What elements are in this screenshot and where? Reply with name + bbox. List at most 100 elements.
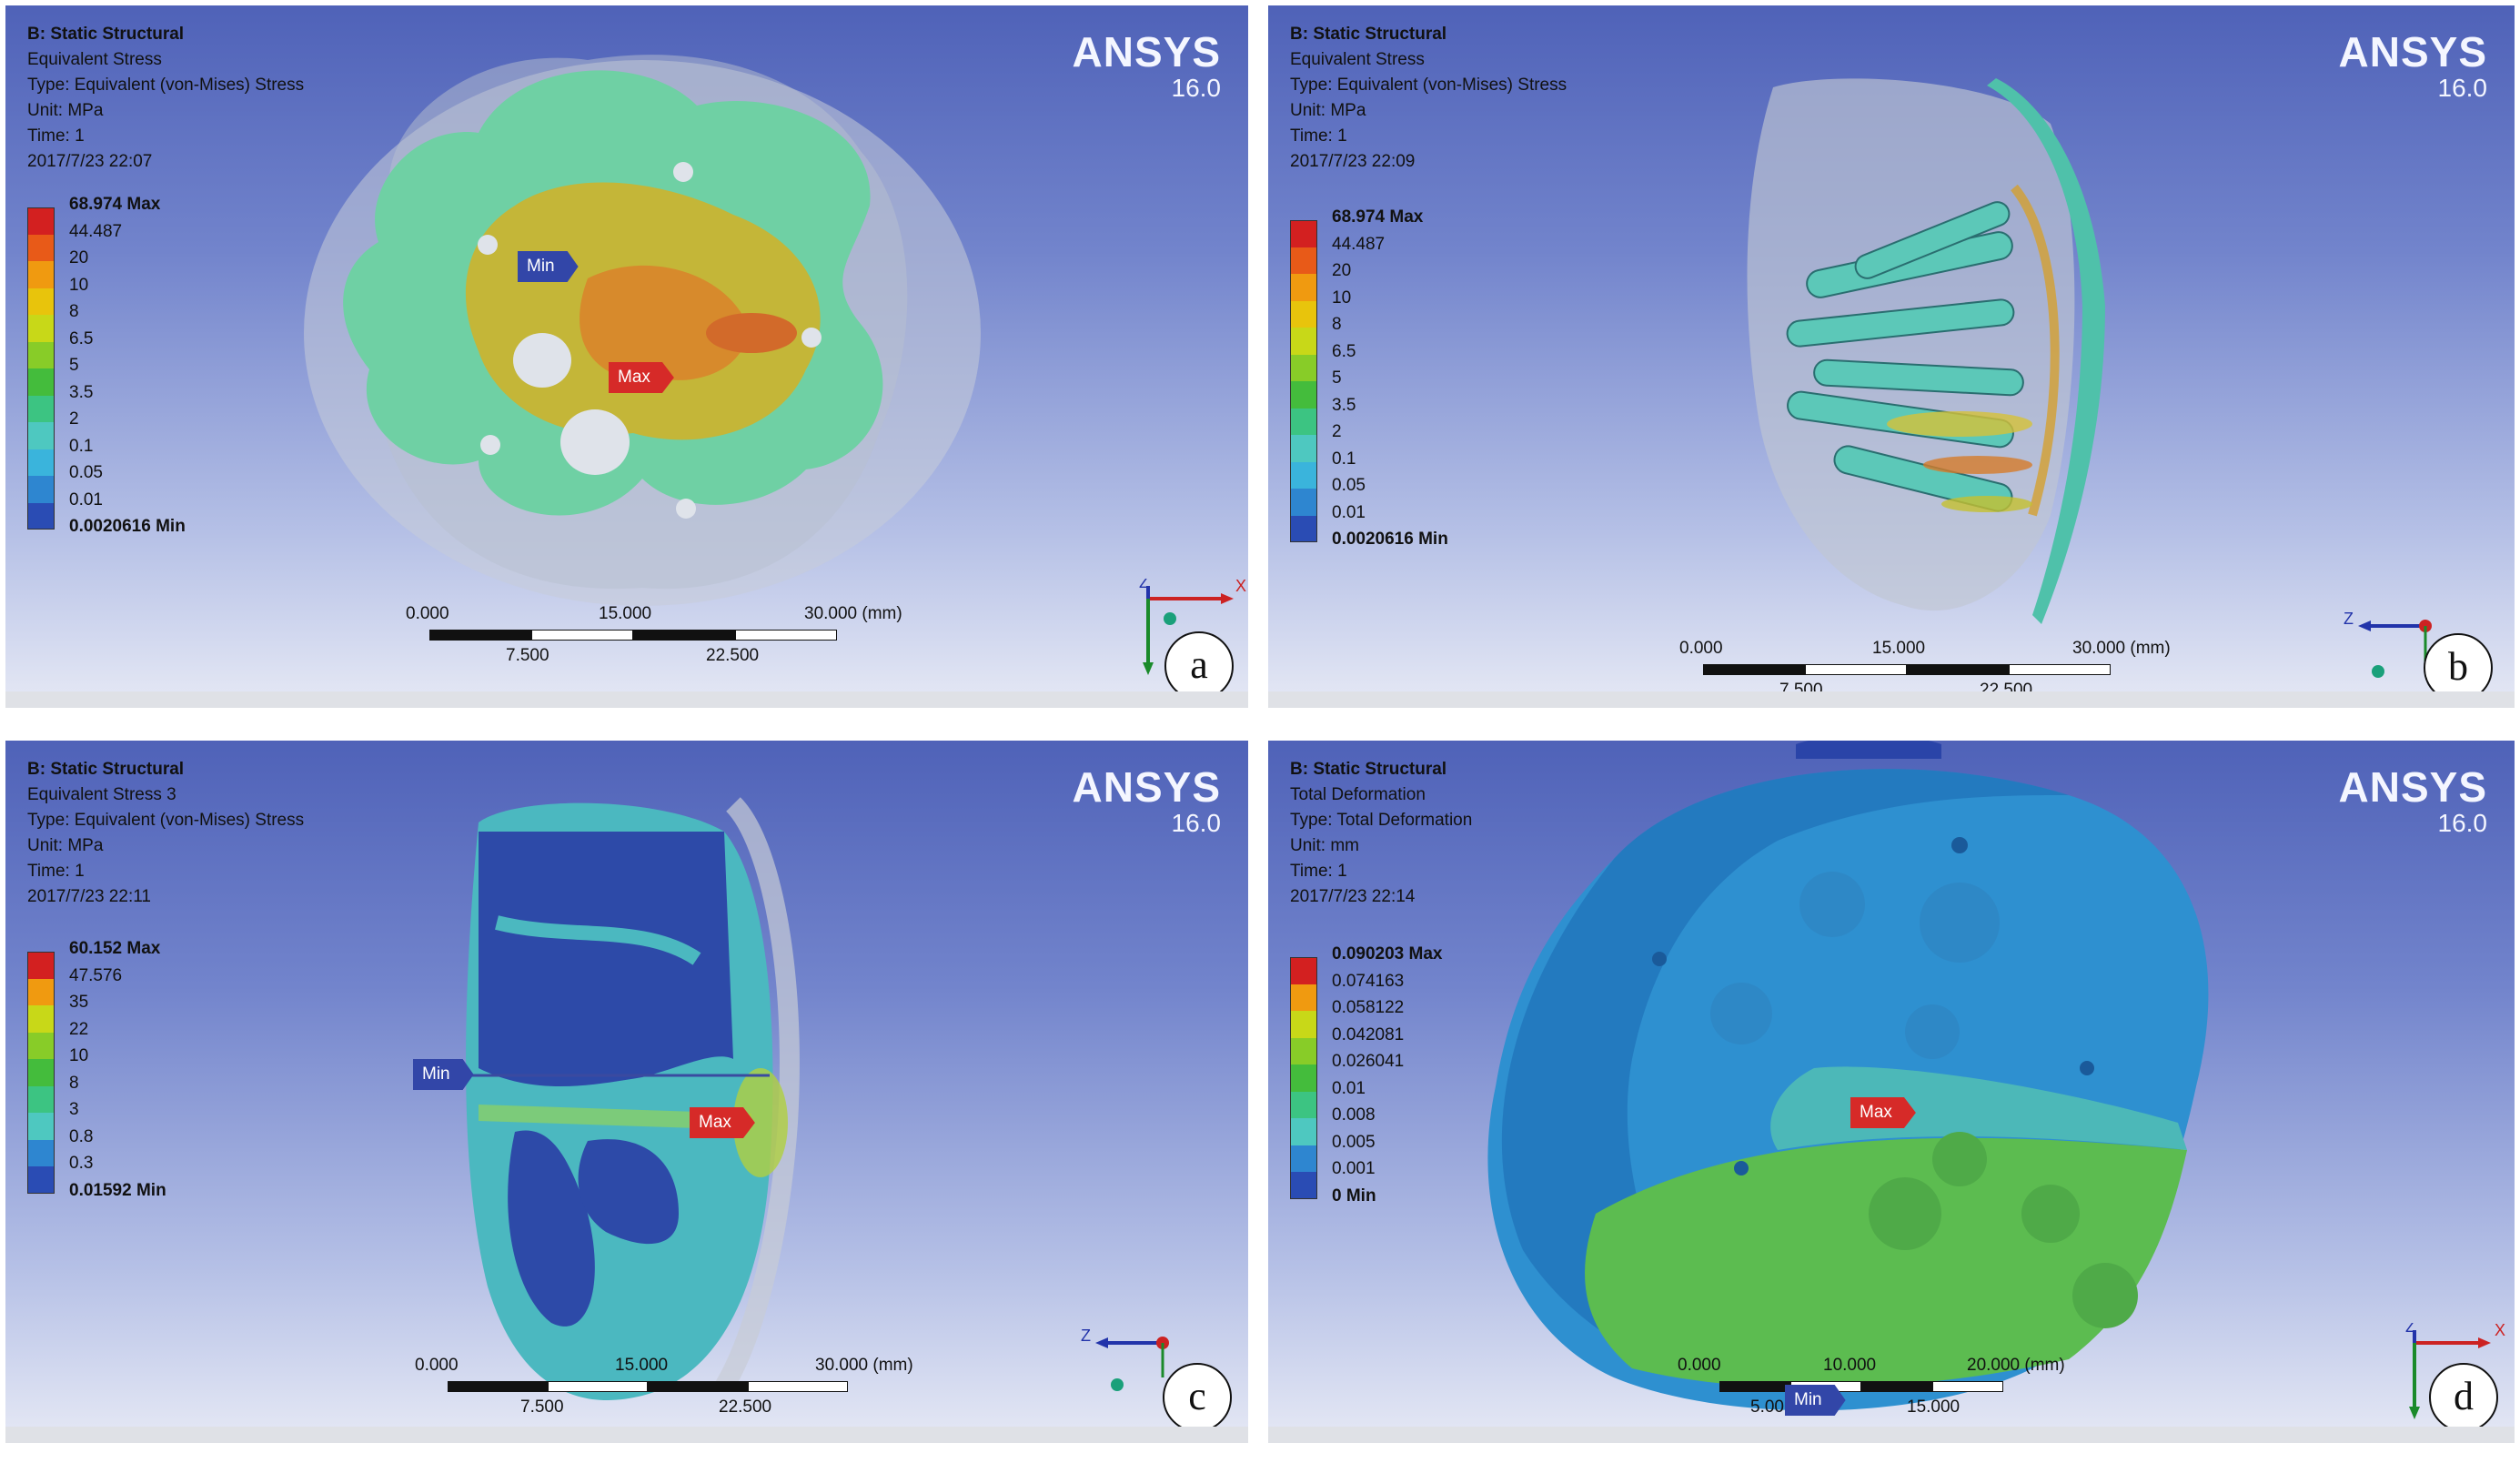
- scale-segment: [748, 1381, 848, 1392]
- brand-version: 16.0: [1171, 809, 1222, 837]
- legend-swatch: [27, 341, 55, 368]
- legend-value: 47.576: [69, 965, 123, 985]
- legend-swatch: [1290, 461, 1317, 489]
- scale-bar: 0.000 15.000 30.000 (mm) 7.500 22.500: [1679, 639, 2171, 708]
- legend-value: 5: [69, 356, 79, 375]
- result-date: 2017/7/23 22:11: [27, 887, 151, 906]
- legend-value: 0.01: [69, 489, 103, 510]
- legend-swatch: [1290, 435, 1317, 462]
- legend-swatch: [27, 315, 55, 342]
- legend-swatch: [27, 978, 55, 1005]
- legend-swatch: [1290, 300, 1317, 328]
- legend-swatch: [27, 207, 55, 235]
- scale-label: 0.000: [1679, 639, 1723, 658]
- ansys-logo: ANSYS 16.0: [1073, 29, 1221, 102]
- legend-swatch: [27, 1166, 55, 1194]
- brand-version: 16.0: [2437, 809, 2488, 837]
- scale-segment: [1719, 1381, 1790, 1392]
- scale-label: 22.500: [719, 1397, 772, 1417]
- axis-triad[interactable]: Z: [2342, 606, 2469, 706]
- legend-swatch: [1290, 274, 1317, 301]
- result-unit: Unit: MPa: [1290, 101, 1366, 120]
- result-time: Time: 1: [27, 862, 85, 881]
- brand-name: ANSYS: [2338, 763, 2487, 811]
- scale-segment: [633, 630, 735, 641]
- max-probe-tag[interactable]: Max: [1850, 1097, 1916, 1128]
- panel-footer-strip: [5, 691, 1248, 708]
- result-name: Equivalent Stress: [27, 50, 162, 69]
- result-type: Type: Equivalent (von-Mises) Stress: [27, 76, 305, 95]
- legend-swatch: [1290, 1172, 1317, 1199]
- min-probe-tag[interactable]: Min: [518, 251, 579, 282]
- legend-swatch: [27, 234, 55, 261]
- legend-value: 3: [69, 1100, 79, 1119]
- scale-label: 22.500: [706, 646, 760, 665]
- legend-value: 0.05: [69, 463, 103, 482]
- brand-version: 16.0: [2437, 74, 2488, 102]
- scale-label: 15.000: [599, 604, 652, 623]
- brand-name: ANSYS: [1072, 763, 1221, 811]
- viewport-a[interactable]: B: Static Structural Equivalent Stress T…: [5, 5, 1248, 708]
- axis-triad[interactable]: X Z: [2396, 1323, 2515, 1423]
- legend-value: 0.01: [1332, 1078, 1366, 1098]
- panel-footer-strip: [1268, 691, 2515, 708]
- legend-value: 3.5: [1332, 395, 1356, 415]
- result-type: Type: Equivalent (von-Mises) Stress: [27, 811, 305, 830]
- result-header: B: Static Structural Total Deformation T…: [1290, 757, 1472, 910]
- legend-swatch: [27, 449, 55, 476]
- scale-label: 20.000 (mm): [1967, 1356, 2065, 1375]
- viewport-d[interactable]: B: Static Structural Total Deformation T…: [1268, 741, 2515, 1443]
- legend-swatch: [27, 261, 55, 288]
- legend-value: 10: [69, 1046, 89, 1065]
- stress-model-a[interactable]: [5, 5, 1248, 708]
- deformation-model-d[interactable]: [1268, 741, 2515, 1443]
- scale-segment: [1932, 1381, 2003, 1392]
- max-probe-tag[interactable]: Max: [690, 1107, 755, 1138]
- scale-bar: 0.000 10.000 20.000 (mm) 5.00 15.000: [1678, 1356, 2114, 1428]
- scale-segment: [548, 1381, 648, 1392]
- axis-triad[interactable]: Z: [1079, 1323, 1206, 1423]
- scale-label: 0.000: [406, 604, 449, 623]
- min-probe-tag[interactable]: Min: [413, 1059, 474, 1090]
- scale-label: 30.000 (mm): [815, 1356, 913, 1375]
- legend-swatch: [1290, 408, 1317, 435]
- result-type: Type: Equivalent (von-Mises) Stress: [1290, 76, 1567, 95]
- result-time: Time: 1: [1290, 862, 1347, 881]
- legend-value: 8: [69, 1073, 79, 1093]
- legend-value: 44.487: [69, 221, 123, 241]
- max-probe-tag[interactable]: Max: [609, 362, 674, 393]
- legend-min-value: 0.0020616 Min: [69, 517, 186, 536]
- legend-value: 0.3: [69, 1154, 94, 1173]
- legend-value: 0.090203 Max: [1332, 944, 1443, 964]
- result-header: B: Static Structural Equivalent Stress 3…: [27, 757, 304, 910]
- analysis-title: B: Static Structural: [1290, 25, 1447, 44]
- legend-value: 0.008: [1332, 1105, 1376, 1125]
- legend-value: 0.042081: [1332, 1024, 1405, 1044]
- result-time: Time: 1: [27, 126, 85, 146]
- stress-model-c[interactable]: [5, 741, 1248, 1443]
- legend-swatch: [1290, 220, 1317, 247]
- scale-label: 7.500: [520, 1397, 564, 1417]
- legend-value: 10: [69, 275, 89, 295]
- scale-label: 0.000: [1678, 1356, 1721, 1375]
- viewport-c[interactable]: B: Static Structural Equivalent Stress 3…: [5, 741, 1248, 1443]
- legend-min-value: 0.01592 Min: [69, 1180, 166, 1200]
- legend-value: 0.001: [1332, 1159, 1376, 1178]
- stress-model-b[interactable]: [1268, 5, 2515, 708]
- axis-triad[interactable]: X Z: [1121, 579, 1248, 679]
- result-unit: Unit: mm: [1290, 836, 1359, 855]
- viewport-b[interactable]: B: Static Structural Equivalent Stress T…: [1268, 5, 2515, 708]
- scale-segment: [1907, 664, 2009, 675]
- result-time: Time: 1: [1290, 126, 1347, 146]
- scale-segment: [648, 1381, 748, 1392]
- legend-value: 35: [69, 993, 89, 1012]
- ansys-logo: ANSYS 16.0: [2339, 764, 2487, 837]
- scale-label: 5.00: [1750, 1397, 1784, 1417]
- legend-swatch: [27, 395, 55, 422]
- scale-label: 15.000: [615, 1356, 669, 1375]
- legend-value: 0.05: [1332, 476, 1366, 495]
- min-probe-tag[interactable]: Min: [1785, 1385, 1846, 1416]
- legend-value: 5: [1332, 368, 1342, 388]
- scale-segment: [1805, 664, 1907, 675]
- legend-swatch: [1290, 1145, 1317, 1172]
